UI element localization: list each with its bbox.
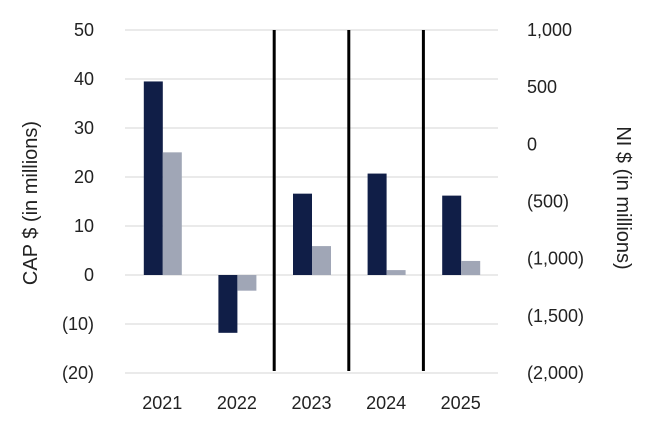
right-tick-label: (500) bbox=[527, 192, 569, 212]
x-axis-ticks: 2021 2022 2023 2024 2025 bbox=[142, 393, 480, 413]
right-tick-label: (1,500) bbox=[527, 306, 584, 326]
left-tick-label: (20) bbox=[62, 363, 94, 383]
bar-2021-series-2 bbox=[162, 152, 182, 275]
right-tick-label: (2,000) bbox=[527, 363, 584, 383]
bar-2025-series-2 bbox=[461, 260, 481, 275]
bar-2023-series-2 bbox=[312, 246, 331, 275]
right-axis-title: NI $ (in millions) bbox=[612, 126, 634, 269]
left-tick-label: (10) bbox=[62, 314, 94, 334]
x-tick-label: 2021 bbox=[142, 393, 182, 413]
bar-2022-series-2 bbox=[237, 275, 257, 291]
left-axis-title: CAP $ (in millions) bbox=[20, 121, 42, 285]
x-tick-label: 2023 bbox=[291, 393, 331, 413]
right-tick-label: 1,000 bbox=[527, 20, 572, 40]
x-tick-label: 2024 bbox=[366, 393, 406, 413]
left-tick-label: 0 bbox=[84, 265, 94, 285]
left-tick-label: 20 bbox=[74, 167, 94, 187]
bar-2021-series-1 bbox=[143, 81, 163, 275]
bar-2024-series-1 bbox=[367, 173, 387, 275]
left-tick-label: 10 bbox=[74, 216, 94, 236]
x-tick-label: 2025 bbox=[441, 393, 481, 413]
left-tick-label: 40 bbox=[74, 69, 94, 89]
right-axis-ticks: (2,000) (1,500) (1,000) (500) 0 500 1,000 bbox=[527, 20, 584, 383]
left-tick-label: 50 bbox=[74, 20, 94, 40]
period-separators bbox=[272, 30, 425, 371]
bar-2022-series-1 bbox=[218, 275, 238, 333]
x-tick-label: 2022 bbox=[217, 393, 257, 413]
bar-2024-series-2 bbox=[386, 270, 406, 275]
right-tick-label: 0 bbox=[527, 134, 537, 154]
left-tick-label: 30 bbox=[74, 118, 94, 138]
bar-2025-series-1 bbox=[442, 195, 462, 275]
right-tick-label: 500 bbox=[527, 77, 557, 97]
right-tick-label: (1,000) bbox=[527, 249, 584, 269]
bar-2023-series-1 bbox=[293, 193, 312, 275]
bars bbox=[143, 81, 481, 333]
left-axis-ticks: (20) (10) 0 10 20 30 40 50 bbox=[62, 20, 94, 383]
